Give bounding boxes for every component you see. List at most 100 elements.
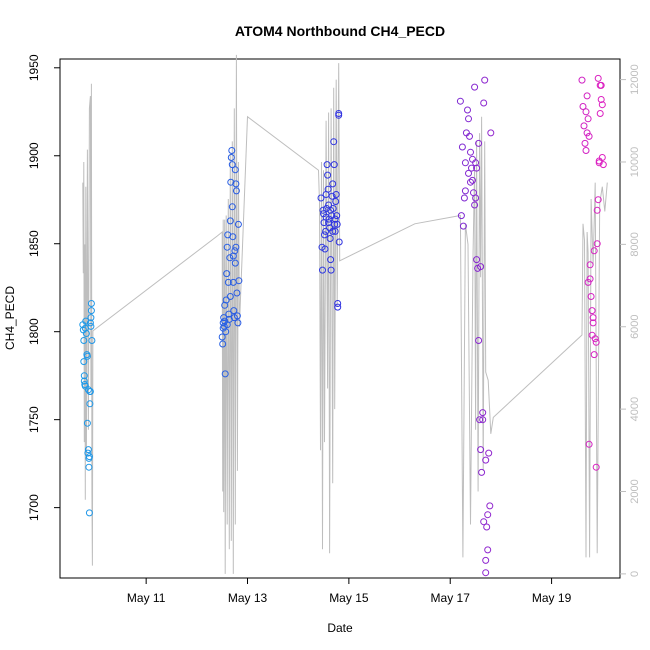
data-point [486,502,494,510]
data-point [327,206,335,214]
data-point [471,201,479,209]
x-tick-label: May 13 [228,591,268,605]
data-point [467,178,474,186]
data-point [84,386,92,394]
series-line [82,54,608,574]
data-point [484,546,492,554]
data-point [468,164,475,172]
data-point [461,159,469,167]
data-point [592,463,600,471]
data-point [85,509,93,517]
data-point [477,263,485,271]
data-point [223,270,231,278]
data-point [476,416,484,424]
data-point [222,296,230,304]
data-point [329,180,337,188]
data-point [225,310,233,318]
data-point [85,463,93,471]
data-point [593,206,601,214]
data-point [481,76,489,84]
y-axis-label: CH4_PECD [3,286,17,350]
data-point [592,338,600,346]
y-right-tick-label: 12000 [629,64,641,95]
data-point [219,340,227,348]
data-point [586,275,594,283]
x-axis-label: Date [327,621,353,635]
data-point [317,194,325,202]
data-point [232,180,240,188]
data-point [218,333,226,341]
data-point [235,277,243,285]
data-point [458,143,466,151]
data-point [596,110,604,117]
data-point [231,259,239,267]
data-point [223,243,231,251]
data-point [335,111,343,119]
data-point [466,132,473,140]
data-point [475,139,483,147]
data-point [581,139,589,147]
point-series [79,74,607,577]
data-point [594,196,602,204]
data-point [324,171,332,179]
data-point [323,205,331,212]
data-point [595,157,603,165]
data-point [471,83,479,91]
data-point [80,358,88,366]
data-point [229,252,237,260]
data-point [583,92,591,100]
y-tick-label: 1850 [27,230,41,257]
data-point [469,176,476,184]
data-point [80,337,88,344]
y-axis: 1700 1750 1800 1850 1900 1950 [27,54,60,521]
y-right-axis: 0 2000 4000 6000 8000 10000 12000 [620,64,641,577]
data-point [485,449,493,457]
data-point [483,523,491,531]
data-point [478,468,486,476]
data-point [479,416,487,424]
data-point [223,321,231,329]
x-tick-label: May 19 [532,591,572,605]
data-point [465,115,472,123]
data-point [331,215,339,223]
data-point [482,456,490,464]
data-point [86,400,94,408]
data-point [230,307,238,315]
plot-frame [59,58,621,579]
data-point [579,103,587,110]
data-point [591,335,599,343]
data-point [578,76,586,84]
data-point [327,256,335,264]
data-point [322,191,330,198]
y-tick-label: 1750 [27,406,41,433]
data-point [83,352,91,360]
data-point [321,245,329,253]
data-point [82,330,90,337]
y-right-tick-label: 10000 [629,147,641,178]
data-point [319,206,327,214]
data-point [322,227,330,235]
data-point [473,164,481,172]
data-point [232,243,240,251]
data-point [228,203,236,211]
data-point [594,74,602,82]
data-point [480,518,488,526]
data-point [229,233,237,241]
data-point [582,147,590,154]
data-point [599,161,607,169]
x-tick-label: May 17 [431,591,471,605]
data-point [585,440,593,448]
data-point [465,169,472,177]
data-point [86,388,94,395]
y-right-tick-label: 2000 [629,479,641,503]
data-point [219,319,227,327]
x-tick-label: May 15 [329,591,369,605]
data-point [335,238,343,246]
y-tick-label: 1700 [27,494,41,521]
data-point [227,154,235,161]
data-point [475,337,483,344]
data-point [584,278,592,286]
chart-title: ATOM4 Northbound CH4_PECD [235,23,445,39]
data-point [472,194,480,202]
y-right-tick-label: 6000 [629,314,641,338]
